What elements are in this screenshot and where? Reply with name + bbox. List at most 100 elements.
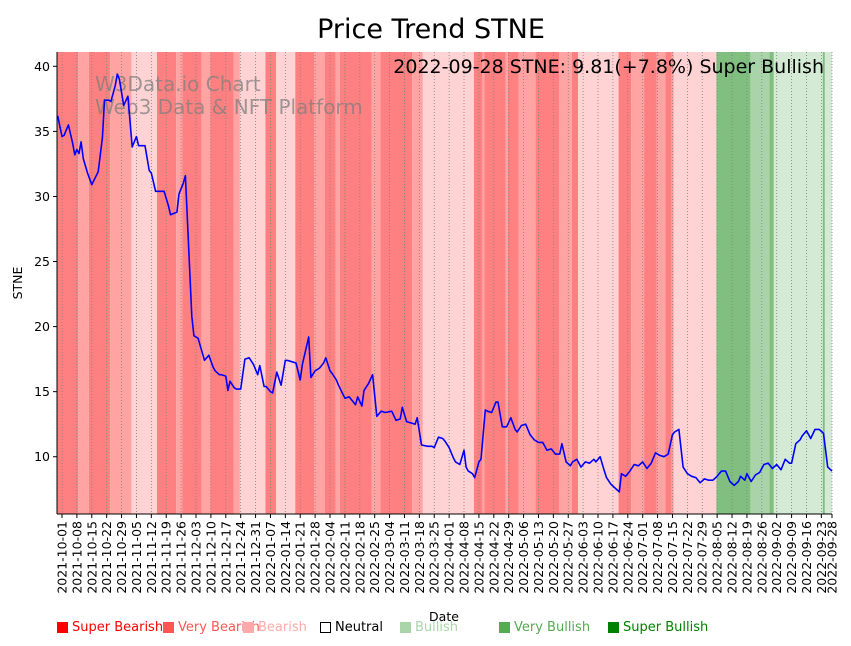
legend-swatch-icon [163,622,174,633]
regime-band [644,52,657,514]
y-tick-label: 40 [34,59,50,74]
regime-band [88,52,111,514]
regime-band [482,52,485,514]
x-tick-label: 2022-04-22 [486,521,501,594]
legend-label: Super Bearish [72,620,164,635]
regime-band [380,52,413,514]
x-tick-label: 2022-05-27 [561,521,576,594]
x-tick-label: 2022-09-28 [825,521,840,594]
regime-band [571,52,579,514]
regime-band [618,52,632,514]
regime-band [769,52,774,514]
y-tick-label: 30 [34,189,50,204]
regime-band [673,52,717,514]
x-tick-label: 2022-06-10 [591,521,606,594]
chart-title: Price Trend STNE [317,14,545,45]
x-tick-label: 2022-07-22 [680,521,695,594]
x-tick-label: 2022-07-29 [695,521,710,594]
legend-label: Super Bullish [623,620,709,635]
legend-swatch-icon [400,622,411,633]
regime-band [131,52,157,514]
x-tick-label: 2022-09-02 [769,521,784,594]
x-tick-label: 2022-02-18 [352,521,367,594]
x-tick-label: 2022-07-08 [650,521,665,594]
x-tick-label: 2022-01-28 [308,521,323,594]
regime-band [176,52,183,514]
y-tick-label: 25 [34,254,50,269]
y-tick-label: 15 [34,384,50,399]
x-tick-label: 2022-04-01 [442,521,457,594]
x-tick-label: 2021-12-17 [218,521,233,594]
x-tick-label: 2022-04-29 [501,521,516,594]
x-tick-label: 2022-08-26 [754,521,769,594]
x-tick-label: 2022-01-07 [263,521,278,594]
x-tick-label: 2022-03-11 [397,521,412,594]
regime-band [233,52,240,514]
x-tick-label: 2021-11-05 [129,521,144,594]
x-axis-label: Date [429,609,459,624]
x-tick-label: 2021-10-08 [69,521,84,594]
x-tick-label: 2022-09-09 [784,521,799,594]
x-tick-label: 2022-06-24 [620,521,635,594]
x-tick-label: 2021-10-01 [55,521,70,594]
x-tick-label: 2022-03-25 [427,521,442,594]
watermark-line-1: W3Data.io Chart [95,72,261,96]
regime-band [78,52,89,514]
x-tick-label: 2021-11-26 [174,521,189,594]
regime-bands [57,52,832,514]
x-tick-label: 2021-10-15 [84,521,99,594]
legend-label: Bearish [258,620,307,635]
regime-band [110,52,132,514]
legend-item: Bullish [400,620,458,635]
y-tick-label: 10 [34,449,50,464]
regime-band [201,52,211,514]
x-tick-label: 2022-07-15 [665,521,680,594]
x-tick-label: 2021-10-29 [114,521,129,594]
legend-item: Very Bullish [499,620,590,635]
regime-band [750,52,770,514]
regime-band [656,52,666,514]
regime-band [824,52,832,514]
legend-label: Very Bullish [514,620,591,635]
regime-band [412,52,423,514]
regime-band [558,52,572,514]
x-tick-label: 2021-12-31 [248,521,263,594]
x-tick-label: 2022-05-06 [516,521,531,594]
regime-band [473,52,483,514]
x-tick-label: 2022-04-15 [471,521,486,594]
regime-band [239,52,266,514]
x-gridlines [61,52,833,514]
regime-band [210,52,234,514]
x-tick-label: 2022-01-21 [293,521,308,594]
price-line [56,73,833,493]
x-tick-label: 2022-08-05 [710,521,725,594]
legend-item: Neutral [320,620,383,635]
legend-item: Super Bullish [608,620,708,635]
legend-swatch-icon [499,622,510,633]
y-axis-label: STNE [10,266,25,299]
regime-band [484,52,506,514]
y-tick-label: 35 [34,124,50,139]
regime-band [773,52,823,514]
legend-swatch-icon [57,622,68,633]
regime-band [716,52,751,514]
legend-item: Very Bearish [163,620,260,635]
x-tick-label: 2021-11-12 [144,521,159,594]
regime-band [422,52,474,514]
x-ticks: 2021-10-01 2021-10-08 2021-10-15 2021-10-22… [55,514,840,594]
y-tick-label: 20 [34,319,50,334]
x-tick-label: 2022-02-25 [367,521,382,594]
x-tick-label: 2022-03-18 [412,521,427,594]
x-tick-label: 2022-02-11 [337,521,352,594]
watermark-line-2: Web3 Data & NFT Platform [95,95,363,119]
regime-band [507,52,519,514]
x-tick-label: 2022-06-03 [576,521,591,594]
regime-band [182,52,202,514]
x-tick-label: 2021-10-22 [99,521,114,594]
x-tick-label: 2022-05-20 [546,521,561,594]
legend-label: Very Bearish [178,620,260,635]
legend-swatch-icon [243,622,254,633]
regime-band [665,52,672,514]
x-tick-label: 2021-12-24 [233,521,248,594]
